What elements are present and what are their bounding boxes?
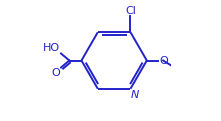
Text: N: N	[131, 90, 139, 100]
Text: O: O	[160, 56, 168, 65]
Text: Cl: Cl	[125, 6, 136, 16]
Text: HO: HO	[43, 43, 60, 53]
Text: O: O	[52, 68, 60, 78]
